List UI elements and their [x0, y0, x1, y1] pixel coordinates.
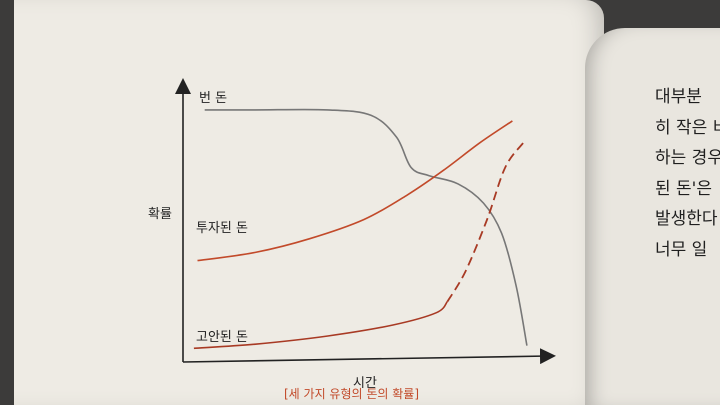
right-page-text: 대부분 히 작은 비 하는 경우 된 돈'은 발생한다 너무 일 [655, 82, 720, 265]
series-label-devised-money: 고안된 돈 [196, 330, 248, 345]
right-page-line: 발생한다 [655, 209, 718, 229]
right-page-line: 하는 경우 [655, 148, 720, 168]
x-axis [182, 348, 556, 365]
series-layer [193, 108, 528, 350]
series-line-devised-money [193, 301, 448, 350]
series-label-earned-money: 번 돈 [199, 91, 227, 106]
chart-caption: [세 가지 유형의 돈의 확률] [284, 387, 419, 401]
left-book-page [14, 0, 604, 405]
series-label-invested-money: 투자된 돈 [196, 221, 248, 236]
series-line-devised-money-projection [446, 142, 525, 303]
right-page-line: 너무 일 [655, 239, 708, 260]
right-page-line: 히 작은 비 [655, 117, 720, 138]
series-line-earned-money [204, 108, 528, 346]
right-page-line: 된 돈'은 [655, 178, 712, 199]
series-line-invested-money [197, 120, 513, 262]
x-axis-label: 시간 [353, 376, 377, 391]
right-book-page [585, 28, 720, 405]
y-axis-label: 확률 [148, 207, 172, 222]
right-page-line: 대부분 [655, 87, 702, 107]
